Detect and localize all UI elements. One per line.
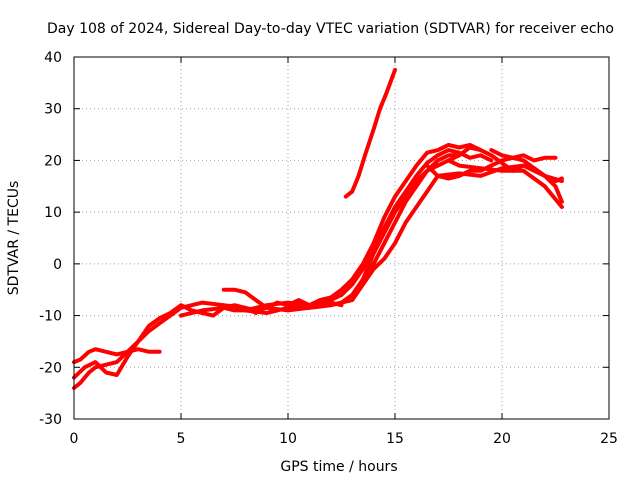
data-series	[72, 67, 564, 390]
x-axis-label: GPS time / hours	[280, 459, 397, 475]
y-tick-label: -20	[39, 360, 62, 376]
y-tick-label: 40	[44, 50, 62, 66]
series-line-track-8	[286, 163, 564, 310]
y-tick-label: -10	[39, 309, 62, 325]
series-line-track-2	[72, 300, 258, 390]
x-tick-label: 20	[493, 431, 511, 447]
series-line-track-3	[72, 303, 269, 380]
x-tick-label: 10	[279, 431, 297, 447]
chart-title: Day 108 of 2024, Sidereal Day-to-day VTE…	[47, 21, 614, 37]
y-tick-label: -30	[39, 412, 62, 428]
series-line-track-9	[360, 153, 462, 282]
series-line-track-7	[264, 158, 564, 313]
x-tick-label: 0	[70, 431, 79, 447]
series-line-track-12	[489, 148, 564, 184]
x-tick-label: 5	[177, 431, 186, 447]
y-tick-label: 20	[44, 153, 62, 169]
y-tick-label: 0	[53, 257, 62, 273]
plot-frame	[73, 56, 610, 420]
grid-lines	[74, 57, 609, 419]
tick-labels: 0 5 10 15 20 25 -30 -20 -10 0 10 20 30 40	[39, 50, 618, 447]
series-line-track-13	[425, 153, 558, 181]
series-line-track-10	[343, 67, 397, 199]
y-tick-label: 10	[44, 205, 62, 221]
series-line-track-1	[72, 347, 162, 365]
x-tick-label: 25	[600, 431, 618, 447]
y-axis-label: SDTVAR / TECUs	[6, 181, 22, 296]
x-tick-label: 15	[386, 431, 404, 447]
series-line-track-6	[243, 148, 494, 313]
axis-ticks	[73, 56, 610, 420]
y-tick-label: 30	[44, 102, 62, 118]
